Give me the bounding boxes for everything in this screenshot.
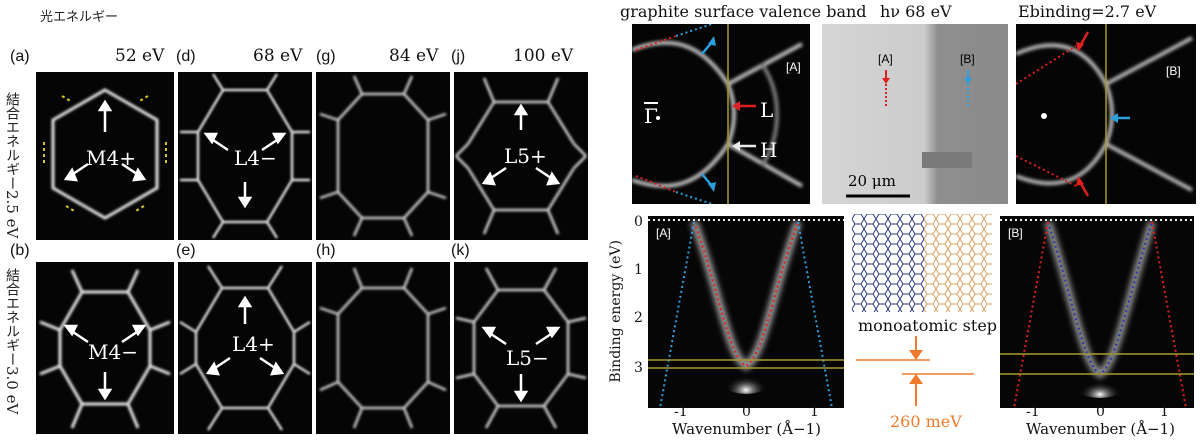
marker-B-tag: [B] xyxy=(1166,64,1181,78)
gamma-label: Γ xyxy=(644,104,658,128)
panel-letter-g: (g) xyxy=(316,48,336,65)
xlabel-B: Wavenumber (Å−1) xyxy=(1026,420,1176,438)
ytick-1: 1 xyxy=(634,262,643,278)
photon-energy-header: 光エネルギー xyxy=(40,10,119,25)
arpes-panel-k: L5− xyxy=(454,262,588,434)
plot-A-tag: [A] xyxy=(656,226,671,240)
xtick-A-neg1: -1 xyxy=(674,404,688,420)
L-label: L xyxy=(760,98,774,122)
ytick-0: 0 xyxy=(634,214,643,230)
xlabel-A: Wavenumber (Å−1) xyxy=(672,420,822,438)
xtick-B-neg1: -1 xyxy=(1026,404,1040,420)
peem-marker-A: [A] xyxy=(878,52,893,66)
state-label-a: M4+ xyxy=(86,146,136,170)
binding-energy-label-row2: 結合エネルギー3.0 eV xyxy=(3,268,21,415)
ylabel-A: Binding energy (eV) xyxy=(608,240,624,383)
state-label-k: L5− xyxy=(506,346,549,370)
energy-100: 100 eV xyxy=(513,46,574,66)
photon-energy-label: hν 68 eV xyxy=(880,2,952,21)
panel-letter-j: (j) xyxy=(451,48,466,65)
band-plot-A: [A] xyxy=(648,216,844,408)
arpes-panel-h xyxy=(316,262,450,434)
panel-letter-b: (b) xyxy=(10,242,30,259)
panel-letter-k: (k) xyxy=(451,242,470,259)
scale-bar-label: 20 μm xyxy=(848,172,896,190)
step-label: monoatomic step xyxy=(858,316,998,335)
state-label-d: L4− xyxy=(234,146,277,170)
state-label-e: L4+ xyxy=(232,332,275,356)
energy-68: 68 eV xyxy=(253,46,303,66)
fermi-map-B: [B] xyxy=(1016,24,1196,204)
energy-shift-arrows xyxy=(856,336,974,406)
arpes-panel-j: L5+ xyxy=(454,72,588,240)
panel-letter-h: (h) xyxy=(316,242,336,259)
arpes-panel-g xyxy=(316,72,450,240)
lattice-schematic xyxy=(852,214,992,312)
energy-52: 52 eV xyxy=(115,46,165,66)
arpes-panel-a: M4+ xyxy=(36,72,174,240)
state-label-b: M4− xyxy=(88,340,138,364)
figure-title: graphite surface valence band xyxy=(620,2,867,21)
energy-84: 84 eV xyxy=(389,46,439,66)
state-label-j: L5+ xyxy=(504,144,547,168)
ytick-3: 3 xyxy=(634,360,643,376)
band-plot-B: [B] xyxy=(1000,216,1194,408)
H-label: H xyxy=(760,138,778,162)
ytick-2: 2 xyxy=(634,310,643,326)
peem-marker-B: [B] xyxy=(960,52,975,66)
arpes-panel-d: L4− xyxy=(178,72,312,240)
xtick-A-0: 0 xyxy=(742,404,751,420)
xtick-A-1: 1 xyxy=(810,404,819,420)
peem-image: [A] [B] 20 μm xyxy=(822,24,1008,204)
binding-energy-label-row1: 結合エネルギー2.5 eV xyxy=(3,92,21,239)
xtick-B-0: 0 xyxy=(1096,404,1105,420)
marker-A-tag: [A] xyxy=(786,60,801,74)
binding-energy-title: Ebinding=2.7 eV xyxy=(1018,2,1157,21)
plot-B-tag: [B] xyxy=(1008,226,1023,240)
xtick-B-1: 1 xyxy=(1160,404,1169,420)
arpes-panel-b: M4− xyxy=(36,262,174,434)
panel-letter-e: (e) xyxy=(176,242,196,259)
fermi-map-A: [A] Γ L H xyxy=(632,24,810,204)
energy-shift-label: 260 meV xyxy=(890,412,962,431)
panel-letter-d: (d) xyxy=(176,48,196,65)
panel-letter-a: (a) xyxy=(10,48,30,65)
arpes-panel-e: L4+ xyxy=(178,262,312,434)
